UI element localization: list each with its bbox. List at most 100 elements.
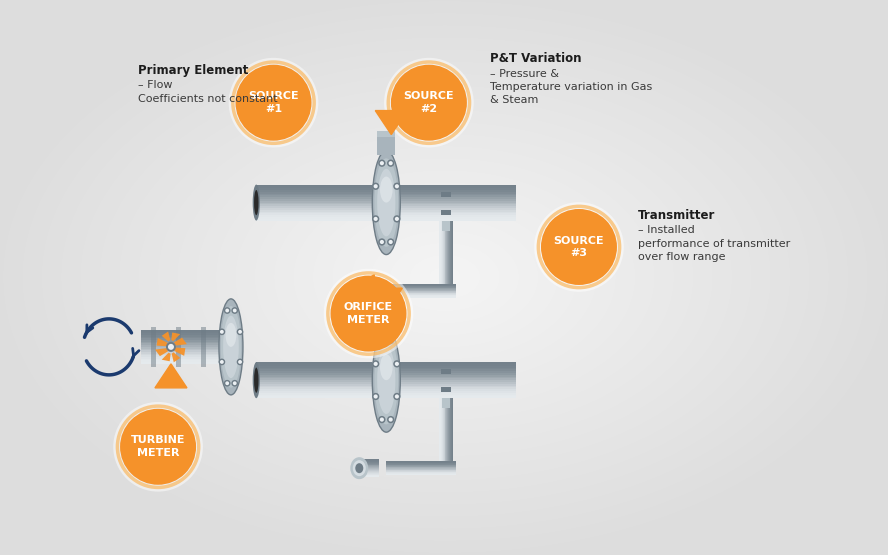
Bar [257,370,372,371]
Bar [400,373,516,375]
Bar [141,361,231,362]
Bar [386,471,456,472]
Bar [400,389,516,391]
Ellipse shape [377,346,395,414]
Polygon shape [350,275,374,306]
Bar [141,339,231,340]
Bar [141,333,231,335]
Ellipse shape [254,367,258,393]
Circle shape [114,402,202,492]
Circle shape [378,416,385,423]
Bar [400,219,516,220]
Bar [400,386,516,387]
Circle shape [535,202,623,292]
Bar [386,290,456,291]
Circle shape [395,362,399,366]
Circle shape [220,330,224,334]
Bar [400,210,516,211]
Circle shape [393,183,400,190]
Bar [360,472,379,473]
Circle shape [387,238,394,246]
Circle shape [235,65,312,140]
Bar [386,464,456,465]
Bar [257,395,372,396]
Circle shape [380,417,384,422]
Bar [400,188,516,190]
Circle shape [372,360,379,367]
Circle shape [374,395,377,398]
Polygon shape [275,110,307,134]
Ellipse shape [377,169,395,236]
Bar [257,391,372,393]
Circle shape [226,309,229,312]
Bar [257,396,372,398]
Circle shape [378,159,385,167]
Bar [400,199,516,201]
Bar [386,295,456,296]
Bar [360,476,379,477]
Bar [386,289,456,290]
Bar [400,370,516,371]
Circle shape [120,409,196,485]
Bar [360,290,379,291]
Bar [360,475,379,476]
Bar [257,384,372,386]
Bar [257,386,372,387]
Circle shape [166,342,176,352]
Bar [400,382,516,384]
Text: Transmitter: Transmitter [638,209,715,222]
Bar [386,463,456,464]
Polygon shape [162,352,170,361]
Bar [400,186,516,188]
Bar [151,327,156,367]
Bar [141,355,231,357]
Bar [176,327,181,367]
Bar [386,470,456,471]
Bar [360,469,379,470]
Bar [360,297,379,298]
Circle shape [168,344,174,350]
Ellipse shape [221,306,242,388]
Bar [141,337,231,339]
Bar [257,195,372,197]
Circle shape [218,329,226,335]
Bar [257,194,372,195]
Bar [400,190,516,192]
Text: Primary Element: Primary Element [138,64,248,77]
Ellipse shape [254,190,258,215]
Bar [360,296,379,297]
Bar [386,468,456,469]
Bar [360,293,379,294]
Bar [386,285,456,286]
Bar [257,208,372,210]
Bar [360,282,379,283]
Text: TURBINE
METER: TURBINE METER [131,435,186,458]
Bar [400,375,516,377]
Circle shape [387,159,394,167]
Polygon shape [376,110,408,134]
Bar [400,197,516,199]
Circle shape [378,337,385,345]
Bar [360,468,379,469]
Polygon shape [155,364,187,388]
Bar [360,470,379,471]
Bar [400,192,516,194]
Polygon shape [156,338,168,346]
Bar [360,473,379,475]
Bar [400,393,516,395]
Circle shape [218,359,226,365]
Circle shape [374,217,377,221]
Bar [141,359,231,361]
Bar [386,287,456,288]
Circle shape [391,65,467,140]
Circle shape [389,240,392,244]
Polygon shape [174,347,186,356]
Bar [257,201,372,203]
Bar [400,384,516,386]
Circle shape [226,381,229,385]
Bar [141,354,231,355]
Bar [400,371,516,373]
Bar [400,217,516,219]
Polygon shape [174,337,186,346]
Circle shape [378,238,385,246]
